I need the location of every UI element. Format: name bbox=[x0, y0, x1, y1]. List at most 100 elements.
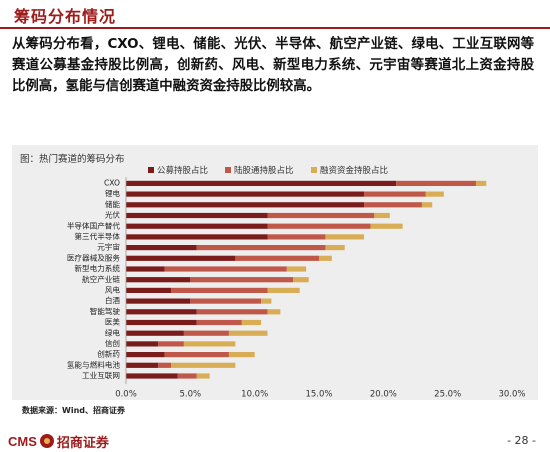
bar-segment bbox=[126, 234, 268, 240]
bar-segment bbox=[286, 266, 307, 272]
bar-segment bbox=[126, 362, 159, 368]
x-tick-label: 10.0% bbox=[241, 389, 268, 399]
bar-segment bbox=[319, 255, 332, 261]
section-header: 筹码分布情况 bbox=[0, 0, 550, 30]
bar-segment bbox=[171, 362, 236, 368]
body-paragraph: 从筹码分布看，CXO、锂电、储能、光伏、半导体、航空产业链、绿电、工业互联网等赛… bbox=[12, 37, 534, 94]
bar-segment bbox=[126, 373, 178, 379]
stacked-bar-chart: 公募持股占比 陆股通持股占比 融资资金持股占比 CXO锂电储能光伏半导体国产替代第三代… bbox=[67, 165, 526, 399]
x-tick-label: 15.0% bbox=[305, 389, 332, 399]
bar-segment bbox=[475, 180, 487, 186]
bar-segment bbox=[364, 202, 422, 208]
x-tick-label: 0.0% bbox=[115, 389, 137, 399]
bar-segment bbox=[228, 330, 268, 336]
bar-segment bbox=[126, 352, 165, 358]
category-label: 新型电力系统 bbox=[74, 263, 120, 273]
bar-segment bbox=[126, 298, 191, 304]
bar-segment bbox=[196, 309, 268, 315]
company-logo: CMS 招商证券 bbox=[8, 432, 109, 451]
bar-segment bbox=[126, 202, 365, 208]
chart-panel: 图：热门赛道的筹码分布 公募持股占比 陆股通持股占比 融资资金持股占比 CXO 锂电 储能… bbox=[12, 145, 538, 400]
category-label: 医美 bbox=[105, 317, 121, 327]
bar-segment bbox=[183, 341, 236, 347]
category-label: 白酒 bbox=[105, 295, 121, 305]
bar-segment bbox=[235, 255, 319, 261]
bar-segment bbox=[293, 277, 309, 283]
bar-segment bbox=[374, 212, 390, 219]
chart-title: 图：热门赛道的筹码分布 bbox=[20, 154, 125, 165]
x-tick-label: 30.0% bbox=[498, 389, 525, 399]
bar-segment bbox=[370, 223, 403, 229]
legend-swatch bbox=[148, 167, 154, 173]
bar-segment bbox=[364, 191, 426, 197]
legend-label: 融资资金持股占比 bbox=[320, 165, 388, 176]
bar-segment bbox=[190, 277, 294, 283]
bar-segment bbox=[267, 309, 281, 315]
bar-segment bbox=[126, 223, 268, 229]
bar-segment bbox=[267, 223, 371, 229]
x-tick-label: 5.0% bbox=[180, 389, 202, 399]
category-label: 氢能与燃料电池 bbox=[67, 359, 121, 369]
legend-swatch bbox=[311, 167, 317, 173]
bar-segment bbox=[126, 180, 397, 186]
category-label: 第三代半导体 bbox=[74, 231, 120, 241]
bar-segment bbox=[196, 373, 210, 379]
bar-segment bbox=[325, 245, 345, 251]
category-label: 锂电 bbox=[105, 188, 121, 198]
bar-segment bbox=[261, 298, 272, 304]
bar-segment bbox=[158, 341, 184, 347]
logo-latin-text: CMS bbox=[8, 433, 37, 449]
category-label: 智能驾驶 bbox=[90, 306, 121, 316]
bar-segment bbox=[126, 330, 184, 336]
bar-segment bbox=[126, 191, 365, 197]
category-label: 半导体国产替代 bbox=[67, 220, 121, 230]
bar-segment bbox=[183, 330, 229, 336]
bar-segment bbox=[126, 255, 236, 261]
bar-segment bbox=[228, 352, 255, 358]
bar-segment bbox=[325, 234, 365, 240]
category-label: 创新药 bbox=[97, 349, 120, 359]
bar-segment bbox=[267, 212, 375, 219]
bar-segment bbox=[190, 298, 262, 304]
bar-segment bbox=[425, 191, 444, 197]
legend-swatch bbox=[225, 167, 231, 173]
bar-segment bbox=[126, 212, 268, 219]
bar-segment bbox=[126, 277, 191, 283]
logo-seal-icon bbox=[39, 434, 54, 448]
category-label: 信创 bbox=[105, 338, 120, 348]
category-label: 工业互联网 bbox=[82, 370, 120, 380]
bar-segment bbox=[126, 341, 159, 347]
category-label: 风电 bbox=[105, 285, 121, 295]
page-number: - 28 - bbox=[507, 434, 536, 447]
x-tick-label: 20.0% bbox=[370, 389, 397, 399]
bar-segment bbox=[126, 266, 165, 272]
bar-segment bbox=[164, 266, 287, 272]
bar-segment bbox=[171, 287, 268, 293]
bar-segment bbox=[158, 362, 172, 368]
logo-chinese-text: 招商证券 bbox=[56, 435, 109, 451]
bar-segment bbox=[177, 373, 197, 379]
bar-segment bbox=[196, 245, 326, 251]
bar-segment bbox=[164, 352, 229, 358]
bar-segment bbox=[126, 319, 197, 326]
category-label: 储能 bbox=[105, 199, 121, 209]
bar-segment bbox=[396, 180, 476, 186]
bar-segment bbox=[126, 287, 172, 293]
source-note: 数据来源：Wind、招商证券 bbox=[22, 406, 125, 415]
category-label: 医疗器械及服务 bbox=[67, 252, 121, 262]
bar-segment bbox=[241, 319, 262, 326]
bar-segment bbox=[421, 202, 433, 208]
category-label: 光伏 bbox=[105, 210, 121, 220]
header-divider bbox=[0, 27, 550, 29]
category-label: 元宇宙 bbox=[97, 242, 120, 252]
section-title: 筹码分布情况 bbox=[14, 7, 117, 26]
bar-segment bbox=[126, 245, 197, 251]
legend-label: 陆股通持股占比 bbox=[234, 165, 294, 176]
bar-segment bbox=[196, 319, 242, 326]
category-label: CXO bbox=[104, 179, 120, 188]
category-label: 航空产业链 bbox=[82, 274, 120, 284]
legend-label: 公募持股占比 bbox=[157, 165, 208, 176]
x-tick-label: 25.0% bbox=[434, 389, 461, 399]
bar-segment bbox=[126, 309, 197, 315]
bar-segment bbox=[267, 234, 326, 240]
